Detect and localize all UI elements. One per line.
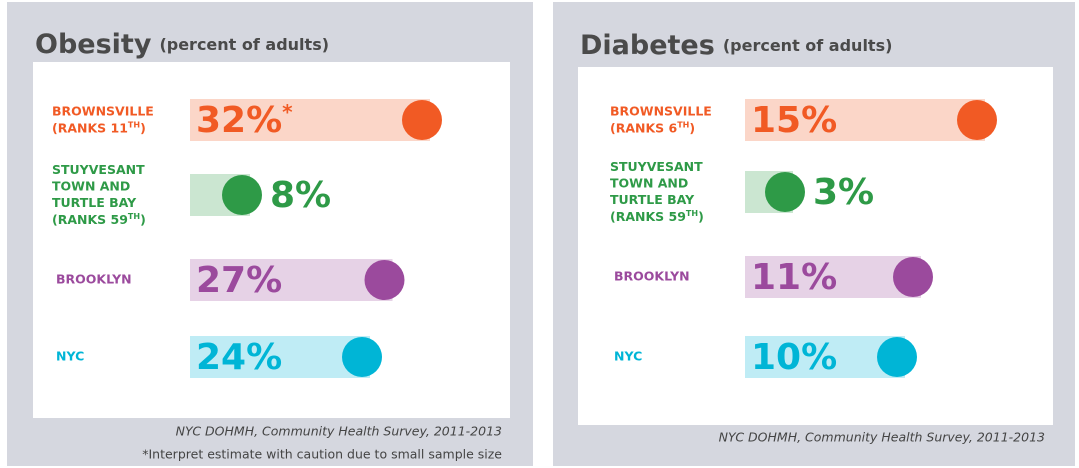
value-label: 24% <box>196 337 282 378</box>
category-label: NYC <box>56 349 84 364</box>
category-label: STUYVESANT <box>52 162 145 177</box>
chart-title: Diabetes (percent of adults) <box>580 30 892 61</box>
category-label: NYC <box>614 349 642 364</box>
value-label: 3% <box>813 172 874 213</box>
bar-end-dot <box>342 337 382 377</box>
category-label: BROWNSVILLE <box>52 103 154 118</box>
value-label: 27% <box>196 260 282 301</box>
category-label: (RANKS 59TH) <box>52 211 146 226</box>
value-label: 10% <box>751 337 837 378</box>
value-label: 11% <box>751 257 837 298</box>
category-label: BROOKLYN <box>614 269 690 284</box>
value-label: 8% <box>270 175 331 216</box>
category-label: STUYVESANT <box>610 159 703 174</box>
title-text: Diabetes <box>580 30 715 61</box>
subtitle: (percent of adults) <box>723 36 893 55</box>
category-label: (RANKS 6TH) <box>610 120 695 135</box>
category-label: (RANKS 59TH) <box>610 208 704 223</box>
source-note: NYC DOHMH, Community Health Survey, 2011… <box>176 424 502 439</box>
bar-end-dot <box>877 337 917 377</box>
footnote: *Interpret estimate with caution due to … <box>142 447 502 462</box>
bar-end-dot <box>402 100 442 140</box>
chart-title: Obesity (percent of adults) <box>35 29 329 60</box>
category-label: TURTLE BAY <box>610 192 695 207</box>
bar-end-dot <box>765 172 805 212</box>
value-label: 15% <box>751 100 837 141</box>
category-label: BROOKLYN <box>56 272 132 287</box>
bar-track <box>190 259 393 301</box>
category-label: BROWNSVILLE <box>610 103 712 118</box>
bar-track <box>745 256 921 298</box>
source-note: NYC DOHMH, Community Health Survey, 2011… <box>719 430 1045 445</box>
bar-end-dot <box>893 257 933 297</box>
bar-track <box>190 336 370 378</box>
bar-end-dot <box>222 175 262 215</box>
category-label: TURTLE BAY <box>52 195 137 210</box>
category-label: TOWN AND <box>52 178 130 193</box>
bar-end-dot <box>364 260 405 300</box>
category-label: (RANKS 11TH) <box>52 120 146 135</box>
subtitle: (percent of adults) <box>159 35 329 54</box>
value-label: 32%* <box>196 100 293 142</box>
bar-track <box>745 99 985 141</box>
bar-track <box>190 99 430 141</box>
category-label: TOWN AND <box>610 175 688 190</box>
bar-end-dot <box>957 100 997 140</box>
title-text: Obesity <box>35 29 152 60</box>
